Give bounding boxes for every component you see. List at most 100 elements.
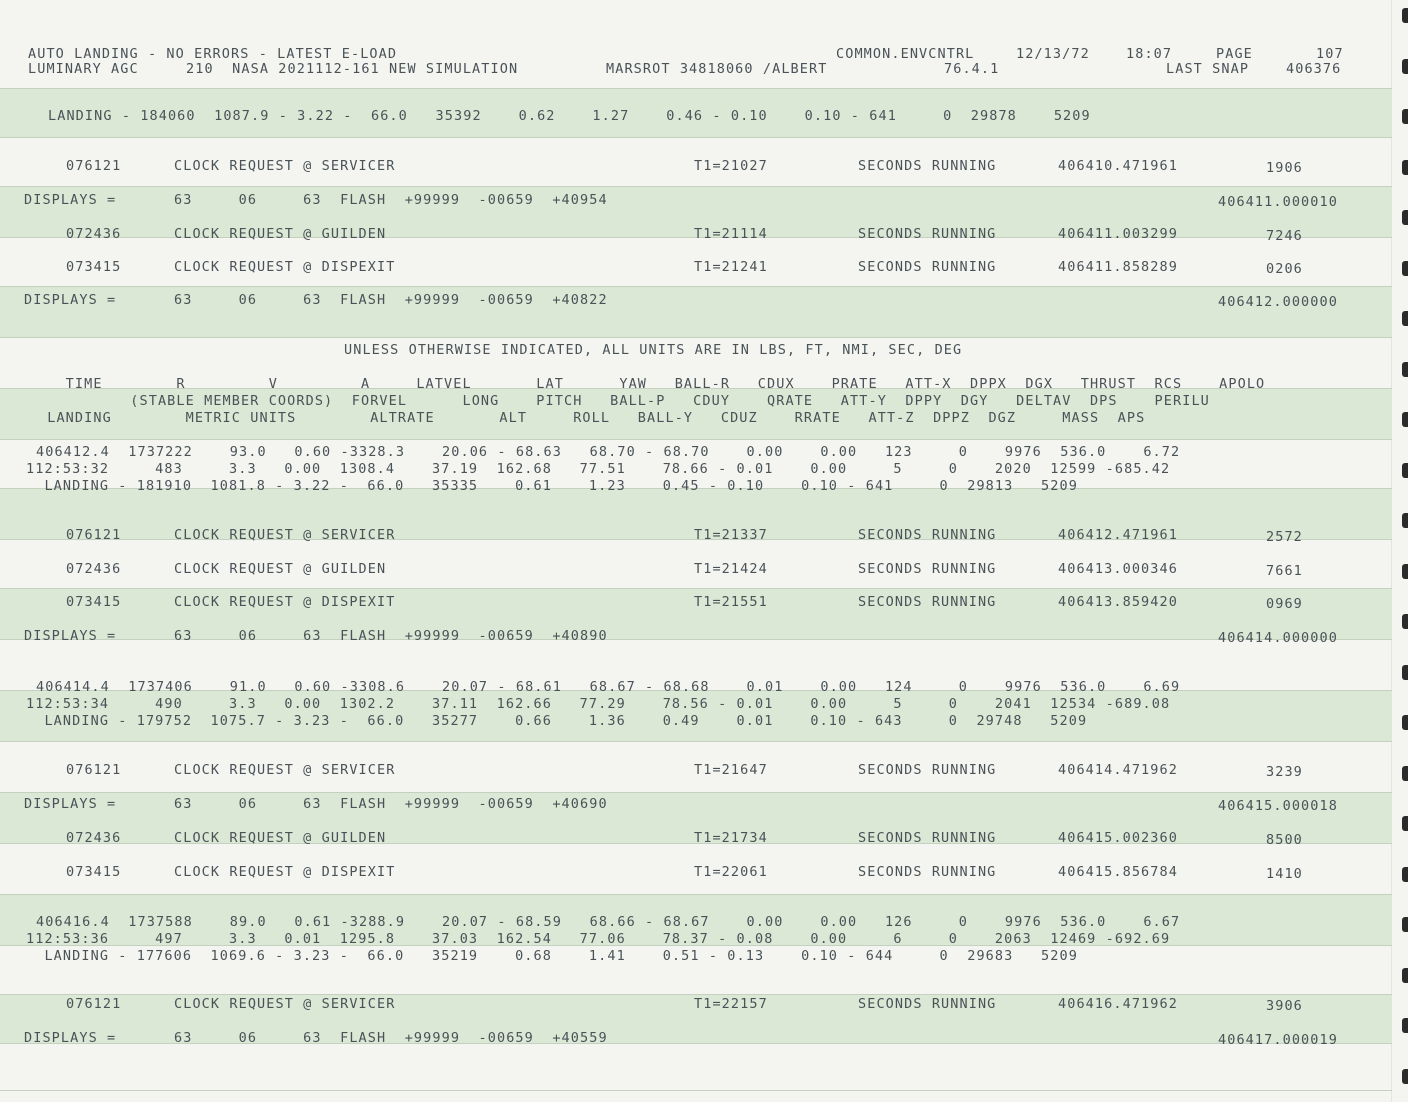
request-t1: T1=21337 — [694, 527, 768, 543]
units-note: UNLESS OTHERWISE INDICATED, ALL UNITS AR… — [344, 342, 963, 358]
tractor-hole — [1402, 8, 1408, 23]
request-seconds: 406415.002360 — [1058, 830, 1178, 846]
displays-timestamp: 406415.000018 — [1218, 798, 1338, 814]
request-seconds: 406411.858289 — [1058, 259, 1178, 275]
request-running-label: SECONDS RUNNING — [858, 527, 997, 543]
request-t1: T1=21647 — [694, 762, 768, 778]
header-page-number: 107 — [1316, 46, 1344, 62]
request-running-label: SECONDS RUNNING — [858, 259, 997, 275]
header-version: 76.4.1 — [944, 61, 1000, 77]
request-t1: T1=22157 — [694, 996, 768, 1012]
request-count: 3239 — [1266, 764, 1303, 780]
request-text: CLOCK REQUEST @ SERVICER — [174, 158, 396, 174]
displays-timestamp: 406411.000010 — [1218, 194, 1338, 210]
column-header-row: (STABLE MEMBER COORDS) FORVEL LONG PITCH… — [38, 393, 1210, 409]
tractor-hole — [1402, 564, 1408, 579]
paper-band — [0, 588, 1392, 640]
tractor-hole — [1402, 1018, 1408, 1033]
tractor-hole — [1402, 261, 1408, 276]
request-seconds: 406411.003299 — [1058, 226, 1178, 242]
request-address: 076121 — [66, 527, 122, 543]
request-t1: T1=21241 — [694, 259, 768, 275]
header-user: MARSROT 34818060 /ALBERT — [606, 61, 828, 77]
state-row: 112:53:34 490 3.3 0.00 1302.2 37.11 162.… — [26, 696, 1171, 712]
request-running-label: SECONDS RUNNING — [858, 762, 997, 778]
request-seconds: 406416.471962 — [1058, 996, 1178, 1012]
header-snap-label: LAST SNAP — [1166, 61, 1250, 77]
request-count: 7661 — [1266, 563, 1303, 579]
paper-band — [0, 286, 1392, 338]
tractor-hole — [1402, 816, 1408, 831]
paper-band — [0, 88, 1392, 138]
displays-timestamp: 406414.000000 — [1218, 630, 1338, 646]
state-row: 406412.4 1737222 93.0 0.60 -3328.3 20.06… — [36, 444, 1181, 460]
paper-band — [0, 894, 1392, 946]
header-system: LUMINARY AGC — [28, 61, 139, 77]
request-running-label: SECONDS RUNNING — [858, 830, 997, 846]
request-address: 073415 — [66, 594, 122, 610]
request-text: CLOCK REQUEST @ DISPEXIT — [174, 259, 396, 275]
request-seconds: 406410.471961 — [1058, 158, 1178, 174]
header-snap-number: 406376 — [1286, 61, 1342, 77]
displays-timestamp: 406417.000019 — [1218, 1032, 1338, 1048]
request-count: 0206 — [1266, 261, 1303, 277]
header-page-label: PAGE — [1216, 46, 1253, 62]
paper-band — [0, 488, 1392, 540]
request-t1: T1=21551 — [694, 594, 768, 610]
state-row: 112:53:32 483 3.3 0.00 1308.4 37.19 162.… — [26, 461, 1171, 477]
tractor-hole — [1402, 867, 1408, 882]
landing-row: LANDING - 184060 1087.9 - 3.22 - 66.0 35… — [48, 108, 1091, 124]
request-t1: T1=21114 — [694, 226, 768, 242]
displays-values: 63 06 63 FLASH +99999 -00659 +40890 — [174, 628, 608, 644]
request-address: 073415 — [66, 864, 122, 880]
request-running-label: SECONDS RUNNING — [858, 561, 997, 577]
request-text: CLOCK REQUEST @ GUILDEN — [174, 561, 387, 577]
state-row: 112:53:36 497 3.3 0.01 1295.8 37.03 162.… — [26, 931, 1171, 947]
request-count: 1410 — [1266, 866, 1303, 882]
tractor-hole — [1402, 766, 1408, 781]
request-address: 076121 — [66, 158, 122, 174]
displays-label: DISPLAYS = — [24, 292, 117, 308]
tractor-hole — [1402, 968, 1408, 983]
request-seconds: 406415.856784 — [1058, 864, 1178, 880]
request-running-label: SECONDS RUNNING — [858, 594, 997, 610]
request-text: CLOCK REQUEST @ DISPEXIT — [174, 594, 396, 610]
page-edge-rule — [0, 1090, 1392, 1091]
displays-label: DISPLAYS = — [24, 192, 117, 208]
state-row: 406416.4 1737588 89.0 0.61 -3288.9 20.07… — [36, 914, 1181, 930]
request-count: 0969 — [1266, 596, 1303, 612]
displays-values: 63 06 63 FLASH +99999 -00659 +40954 — [174, 192, 608, 208]
request-count: 1906 — [1266, 160, 1303, 176]
request-count: 3906 — [1266, 998, 1303, 1014]
paper-band — [0, 186, 1392, 238]
request-text: CLOCK REQUEST @ GUILDEN — [174, 830, 387, 846]
request-running-label: SECONDS RUNNING — [858, 864, 997, 880]
tractor-hole — [1402, 109, 1408, 124]
request-count: 2572 — [1266, 529, 1303, 545]
request-address: 076121 — [66, 996, 122, 1012]
request-seconds: 406414.471962 — [1058, 762, 1178, 778]
request-address: 076121 — [66, 762, 122, 778]
tractor-hole — [1402, 1069, 1408, 1084]
request-running-label: SECONDS RUNNING — [858, 996, 997, 1012]
request-address: 072436 — [66, 226, 122, 242]
request-t1: T1=21027 — [694, 158, 768, 174]
request-seconds: 406412.471961 — [1058, 527, 1178, 543]
tractor-hole — [1402, 715, 1408, 730]
displays-values: 63 06 63 FLASH +99999 -00659 +40690 — [174, 796, 608, 812]
tractor-hole — [1402, 362, 1408, 377]
request-text: CLOCK REQUEST @ SERVICER — [174, 996, 396, 1012]
request-seconds: 406413.859420 — [1058, 594, 1178, 610]
request-address: 073415 — [66, 259, 122, 275]
request-text: CLOCK REQUEST @ DISPEXIT — [174, 864, 396, 880]
header-title: AUTO LANDING - NO ERRORS - LATEST E-LOAD — [28, 46, 398, 62]
paper-band — [0, 792, 1392, 844]
tractor-hole — [1402, 59, 1408, 74]
header-date: 12/13/72 — [1016, 46, 1090, 62]
tractor-hole — [1402, 210, 1408, 225]
header-time: 18:07 — [1126, 46, 1173, 62]
request-count: 8500 — [1266, 832, 1303, 848]
request-seconds: 406413.000346 — [1058, 561, 1178, 577]
request-address: 072436 — [66, 561, 122, 577]
state-row: LANDING - 181910 1081.8 - 3.22 - 66.0 35… — [26, 478, 1078, 494]
